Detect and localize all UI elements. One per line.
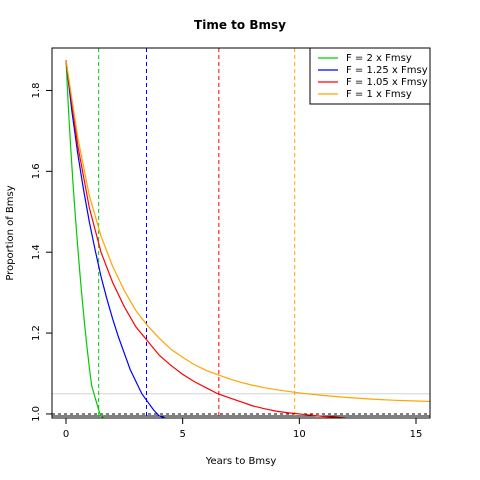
y-axis: 1.0 1.2 1.4 1.6 1.8 (31, 83, 52, 422)
series-line-3 (65, 60, 430, 403)
series-line-1 (65, 60, 166, 418)
legend-label: F = 2 x Fmsy (346, 53, 412, 64)
reference-lines (52, 48, 430, 418)
legend-label: F = 1.25 x Fmsy (346, 65, 428, 76)
series-line-2 (65, 60, 347, 418)
legend-label: F = 1.05 x Fmsy (346, 77, 428, 88)
series-group (65, 60, 430, 418)
y-tick-label: 1.6 (31, 163, 42, 179)
x-tick-label: 15 (410, 429, 423, 440)
x-axis: 0 5 10 15 (63, 418, 423, 440)
legend-label: F = 1 x Fmsy (346, 89, 412, 100)
y-tick-label: 1.8 (31, 83, 42, 99)
x-tick-label: 5 (179, 429, 185, 440)
plot-frame (51, 47, 431, 419)
chart-title: Time to Bmsy (194, 18, 286, 32)
y-tick-label: 1.2 (31, 325, 42, 341)
y-tick-label: 1.0 (31, 406, 42, 422)
legend-box (309, 47, 431, 105)
x-tick-label: 0 (63, 429, 69, 440)
x-tick-label: 10 (293, 429, 306, 440)
y-axis-label: Proportion of Bmsy (5, 185, 16, 280)
series-line-0 (65, 60, 104, 418)
y-tick-label: 1.4 (31, 244, 42, 260)
x-axis-label: Years to Bmsy (205, 456, 277, 467)
